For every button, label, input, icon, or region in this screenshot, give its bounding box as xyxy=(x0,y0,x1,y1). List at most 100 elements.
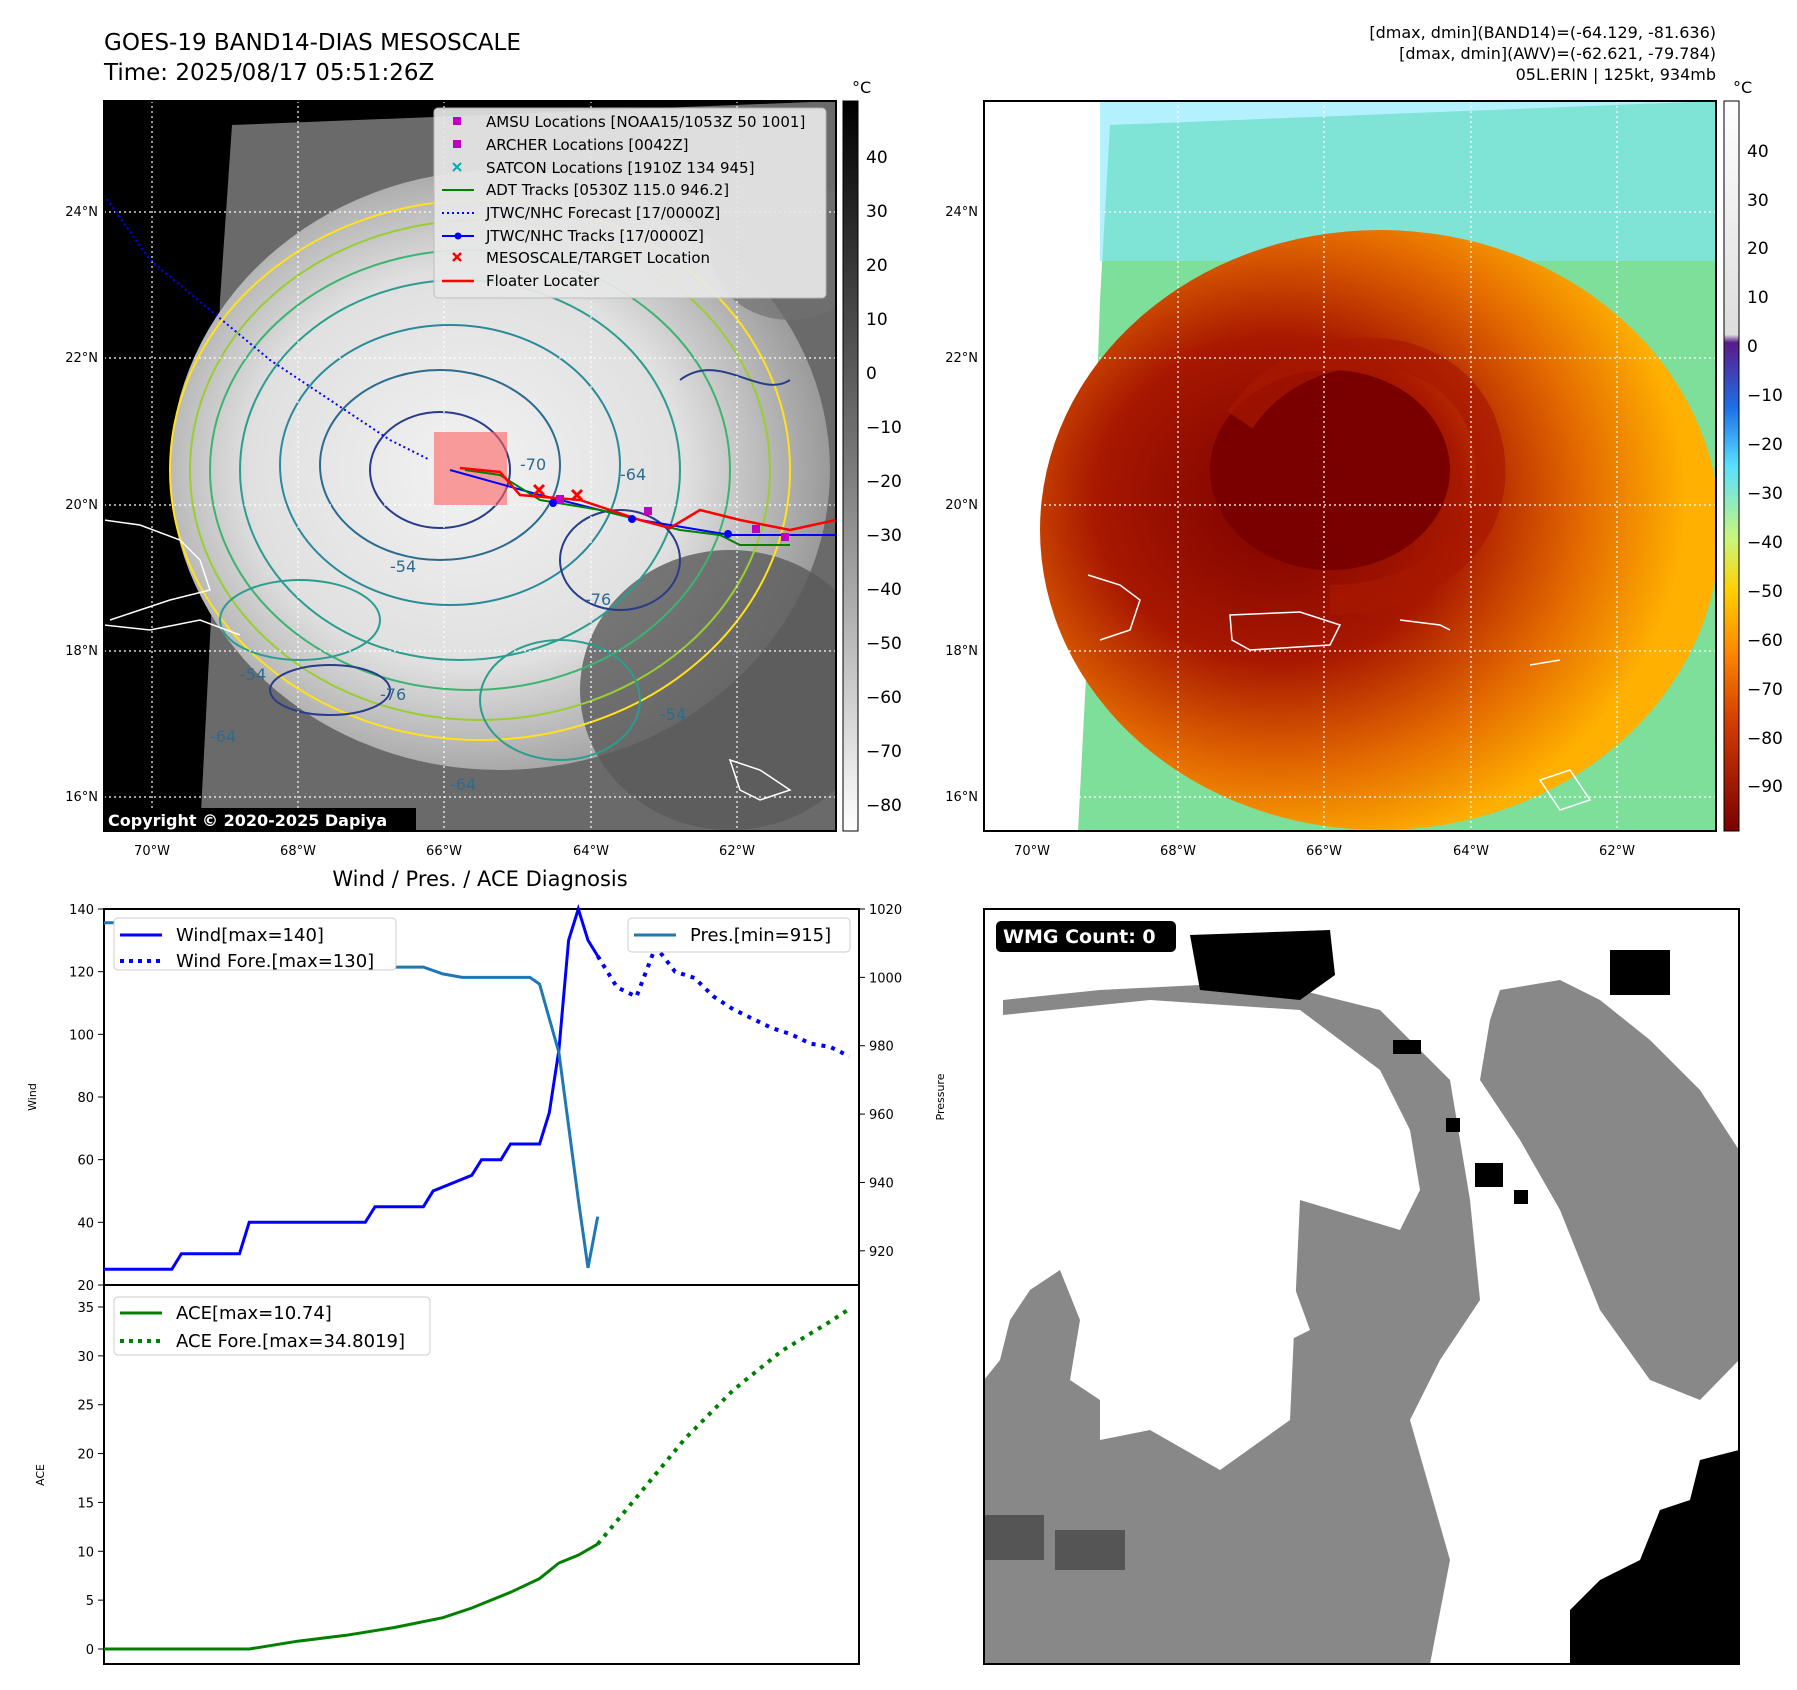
pressure-y-tick-label: 1000 xyxy=(869,971,902,986)
legend-target-marker xyxy=(452,252,462,262)
svg-text:−70: −70 xyxy=(1747,680,1783,700)
floater-track-line xyxy=(459,466,836,532)
wmg-count-badge xyxy=(996,921,1176,952)
svg-text:-54: -54 xyxy=(660,705,686,724)
awv-colorbar-gradient xyxy=(1723,100,1740,832)
pressure-legend-label: Pres.[min=915] xyxy=(690,925,831,946)
legend-jtwc-label: JTWC/NHC Tracks [17/0000Z] xyxy=(485,227,704,245)
wind-y-tick-label: 100 xyxy=(69,1028,94,1043)
wind-legend-box xyxy=(113,917,397,971)
awv-colorbar: °C 40 30 20 10 0 −10 −20 −30 −40 −50 −60… xyxy=(1723,78,1783,832)
svg-text:−20: −20 xyxy=(1747,435,1783,455)
jtwc-track-dots xyxy=(549,499,732,538)
wind-fore-legend-label: Wind Fore.[max=130] xyxy=(176,951,374,972)
ace-y-ticks: 35 30 25 20 15 10 5 0 xyxy=(77,1301,104,1658)
wind-chart-frame xyxy=(103,908,860,1286)
svg-text:10: 10 xyxy=(866,310,888,330)
info-band14: [dmax, dmin](BAND14)=(-64.129, -81.636) xyxy=(1369,23,1716,42)
svg-text:68°W: 68°W xyxy=(280,844,316,859)
svg-text:68°W: 68°W xyxy=(1160,844,1196,859)
ace-y-tick-label: 0 xyxy=(86,1643,94,1658)
wind-pressure-chart: Wind Pressure 140 120 100 80 60 40 20 1020 1000… xyxy=(26,903,947,1294)
svg-text:22°N: 22°N xyxy=(65,351,98,366)
ace-forecast-line xyxy=(596,1307,851,1546)
svg-text:−40: −40 xyxy=(866,580,902,600)
ir-map-panel: -54 -54 -64 -70 -76 -64 -76 -64 -54 AMSU… xyxy=(65,100,837,859)
wmg-gray-region-main xyxy=(984,985,1480,1664)
copyright-text: Copyright © 2020-2025 Dapiya xyxy=(108,811,387,830)
svg-text:−30: −30 xyxy=(866,526,902,546)
ace-fore-legend-label: ACE Fore.[max=34.8019] xyxy=(176,1331,405,1352)
svg-text:−80: −80 xyxy=(1747,729,1783,749)
svg-text:40: 40 xyxy=(1747,142,1769,162)
svg-text:10: 10 xyxy=(1747,288,1769,308)
ace-y-tick-label: 5 xyxy=(86,1594,94,1609)
ir-colorbar-gradient xyxy=(842,100,859,832)
wind-y-tick-label: 60 xyxy=(77,1154,94,1169)
pressure-y-tick-label: 960 xyxy=(869,1108,894,1123)
ace-y-tick-label: 30 xyxy=(77,1350,94,1365)
pressure-y-tick-label: 940 xyxy=(869,1176,894,1191)
svg-text:18°N: 18°N xyxy=(945,644,978,659)
wind-legend: Wind[max=140] Wind Fore.[max=130] xyxy=(113,917,397,972)
wind-y-tick-label: 80 xyxy=(77,1091,94,1106)
ace-y-tick-label: 15 xyxy=(77,1496,94,1511)
pressure-y-ticks: 1020 1000 980 960 940 920 xyxy=(859,903,902,1260)
svg-text:22°N: 22°N xyxy=(945,351,978,366)
ace-y-tick-label: 35 xyxy=(77,1301,94,1316)
ace-legend-box xyxy=(113,1296,431,1356)
svg-text:−60: −60 xyxy=(1747,631,1783,651)
svg-text:24°N: 24°N xyxy=(65,205,98,220)
svg-text:16°N: 16°N xyxy=(65,790,98,805)
wind-y-ticks: 140 120 100 80 60 40 20 xyxy=(69,903,104,1294)
pressure-legend-box xyxy=(627,917,851,953)
pressure-legend: Pres.[min=915] xyxy=(627,917,851,953)
ace-chart: ACE 35 30 25 20 15 10 5 0 ACE[max=10.74] ACE Fo… xyxy=(34,1284,860,1665)
svg-text:64°W: 64°W xyxy=(1453,844,1489,859)
svg-text:30: 30 xyxy=(866,202,888,222)
svg-text:−10: −10 xyxy=(866,418,902,438)
info-storm: 05L.ERIN | 125kt, 934mb xyxy=(1516,65,1716,84)
wmg-black-region-bottomright xyxy=(1570,1450,1739,1664)
pressure-y-tick-label: 980 xyxy=(869,1040,894,1055)
wind-y-tick-label: 20 xyxy=(77,1279,94,1294)
svg-text:20: 20 xyxy=(1747,239,1769,259)
legend-satcon-marker xyxy=(452,162,462,172)
svg-text:−20: −20 xyxy=(866,472,902,492)
awv-lat-labels: 24°N 22°N 20°N 18°N 16°N xyxy=(945,205,978,805)
ace-series xyxy=(104,1307,851,1651)
forecast-track-line xyxy=(104,194,431,461)
map-legend: AMSU Locations [NOAA15/1053Z 50 1001] AR… xyxy=(433,107,827,299)
wind-y-tick-label: 120 xyxy=(69,966,94,981)
ace-legend-label: ACE[max=10.74] xyxy=(176,1303,332,1324)
awv-map-panel: 24°N 22°N 20°N 18°N 16°N 70°W 68°W 66°W … xyxy=(945,100,1717,859)
svg-text:-64: -64 xyxy=(620,465,646,484)
wmg-black-region-top xyxy=(1190,930,1335,1000)
pressure-y-tick-label: 920 xyxy=(869,1245,894,1260)
legend-forecast-label: JTWC/NHC Forecast [17/0000Z] xyxy=(485,204,720,222)
svg-text:64°W: 64°W xyxy=(573,844,609,859)
svg-text:0: 0 xyxy=(1747,337,1758,357)
awv-coastlines xyxy=(1087,574,1592,811)
wmg-count-label: WMG Count: 0 xyxy=(1003,926,1156,948)
wind-forecast-line xyxy=(595,942,851,1059)
svg-text:−50: −50 xyxy=(1747,582,1783,602)
wind-axis-label: Wind xyxy=(26,1083,39,1111)
legend-archer-marker xyxy=(453,140,461,148)
ir-lon-labels: 70°W 68°W 66°W 64°W 62°W xyxy=(134,844,755,859)
awv-colorbar-ticks: 40 30 20 10 0 −10 −20 −30 −40 −50 −60 −7… xyxy=(1747,142,1783,797)
svg-text:16°N: 16°N xyxy=(945,790,978,805)
svg-text:−10: −10 xyxy=(1747,386,1783,406)
wmg-gray-region-right xyxy=(1480,980,1739,1400)
svg-text:−40: −40 xyxy=(1747,533,1783,553)
awv-lon-labels: 70°W 68°W 66°W 64°W 62°W xyxy=(1014,844,1635,859)
wmg-dark-block-2 xyxy=(1055,1530,1125,1570)
svg-text:30: 30 xyxy=(1747,191,1769,211)
ace-axis-label: ACE xyxy=(34,1464,47,1486)
wmg-black-region-topright xyxy=(1610,950,1670,995)
svg-text:20: 20 xyxy=(866,256,888,276)
svg-text:0: 0 xyxy=(866,364,877,384)
info-awv: [dmax, dmin](AWV)=(-62.621, -79.784) xyxy=(1399,44,1716,63)
svg-text:-64: -64 xyxy=(450,775,476,794)
